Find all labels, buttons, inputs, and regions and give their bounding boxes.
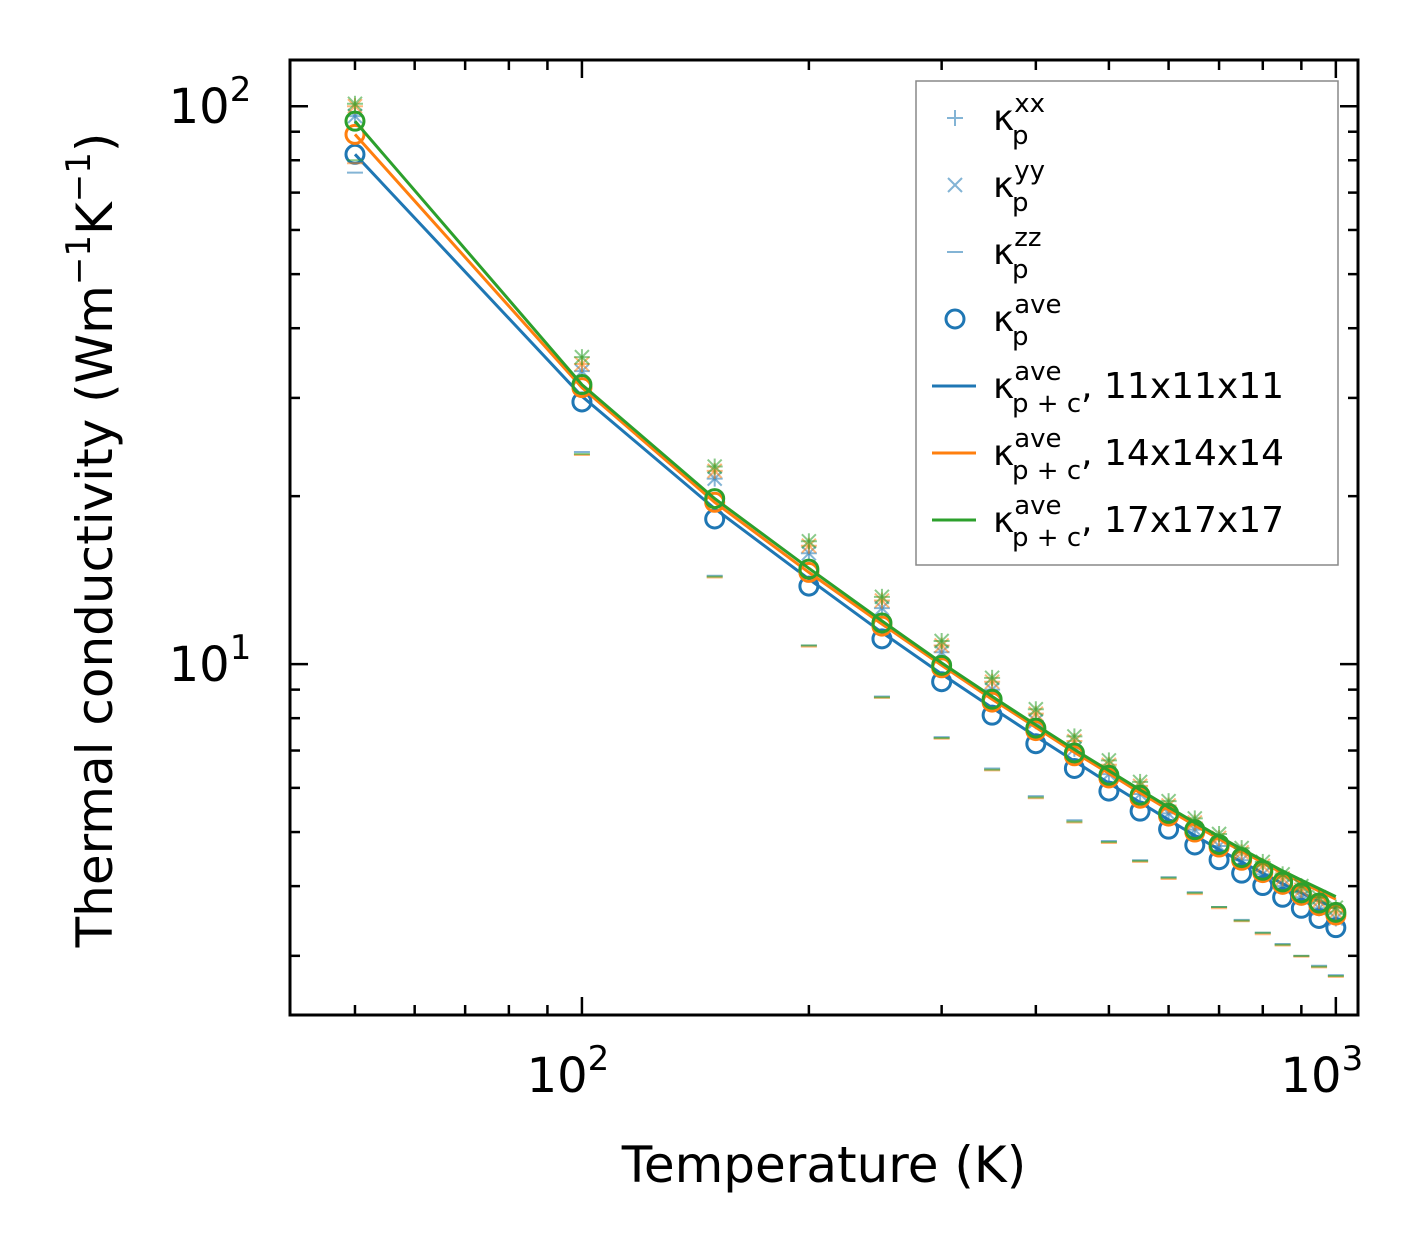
ave-point (344, 110, 366, 132)
x-tick-label: 102 (527, 1039, 610, 1104)
ave-point (1231, 847, 1253, 869)
legend-entry: κyy p (947, 156, 1045, 218)
ave-point (798, 558, 820, 580)
legend-entry: κave p + c, 14x14x14 (932, 424, 1284, 486)
legend-box (915, 80, 1339, 566)
y-tick-label: 102 (169, 70, 252, 135)
tick-labels: 102 103 101 102 (169, 70, 1364, 1104)
yy-point (1066, 728, 1083, 745)
ave-point (1063, 742, 1085, 764)
data-marks (344, 95, 1347, 978)
yy-point (933, 633, 950, 649)
legend-entry: κxx p (947, 89, 1045, 151)
y-axis-label: Thermal conductivity (Wm−1K−1) (59, 133, 124, 949)
ave-point (931, 671, 953, 693)
yy-point (874, 589, 890, 605)
legend-circle-marker (944, 308, 966, 330)
ave-point (871, 612, 893, 634)
legend-plus-marker (947, 110, 963, 126)
ave-point (1063, 757, 1085, 779)
ave-point (1252, 859, 1274, 881)
yy-point (1101, 752, 1117, 769)
legend-label: κzz p (993, 223, 1042, 285)
legend-entry: κave p + c, 11x11x11 (932, 357, 1284, 419)
ave-point (981, 688, 1003, 710)
ave-point (704, 488, 726, 510)
legend-label: κave p + c, 14x14x14 (993, 424, 1284, 486)
y-tick-label: 101 (169, 628, 252, 693)
legend-entry: κave p + c, 17x17x17 (932, 491, 1284, 553)
ave-point (931, 654, 953, 676)
ave-point (1208, 833, 1230, 855)
ave-point (1208, 849, 1230, 871)
ave-point (1231, 862, 1253, 884)
legend-label: κxx p (993, 89, 1045, 151)
legend-entry: κave p (944, 290, 1062, 352)
legend-label: κave p (993, 290, 1062, 352)
ave-point (1184, 834, 1206, 856)
x-tick-label: 103 (1280, 1039, 1363, 1104)
ave-point (1158, 818, 1180, 840)
plot-frame (288, 58, 1360, 1017)
fit-line-17x17x17 (353, 120, 1337, 898)
ave-point (344, 123, 366, 145)
ave-point (1308, 892, 1330, 914)
yy-point (984, 670, 1000, 686)
legend-label: κave p + c, 11x11x11 (993, 357, 1284, 419)
x-axis-label: Temperature (K) (621, 1136, 1026, 1194)
ave-point (1098, 780, 1120, 802)
ave-point (1098, 764, 1120, 786)
legend-label: κyy p (993, 156, 1045, 218)
series-17x17x17 (344, 95, 1347, 978)
legend-cross-marker (947, 177, 963, 193)
ave-point (1025, 733, 1047, 755)
yy-point (347, 96, 363, 112)
ave-point (1252, 875, 1274, 897)
ave-point (1129, 800, 1151, 822)
yy-point (574, 349, 590, 365)
yy-point (801, 533, 817, 550)
ave-point (571, 374, 593, 396)
yy-point (1028, 701, 1044, 717)
legend-entry: κzz p (947, 223, 1042, 285)
ave-point (1290, 882, 1312, 904)
ave-point (1272, 871, 1294, 893)
yy-point (1311, 889, 1327, 905)
axis-ticks (290, 60, 1358, 1015)
ave-point (1025, 717, 1047, 739)
ave-point (981, 704, 1003, 726)
ave-point (1184, 819, 1206, 841)
ave-point (1158, 802, 1180, 824)
ave-point (1325, 901, 1347, 923)
yy-point (706, 458, 723, 475)
ave-point (871, 628, 893, 650)
legend-label: κave p + c, 17x17x17 (993, 491, 1284, 553)
ave-point (1129, 784, 1151, 806)
